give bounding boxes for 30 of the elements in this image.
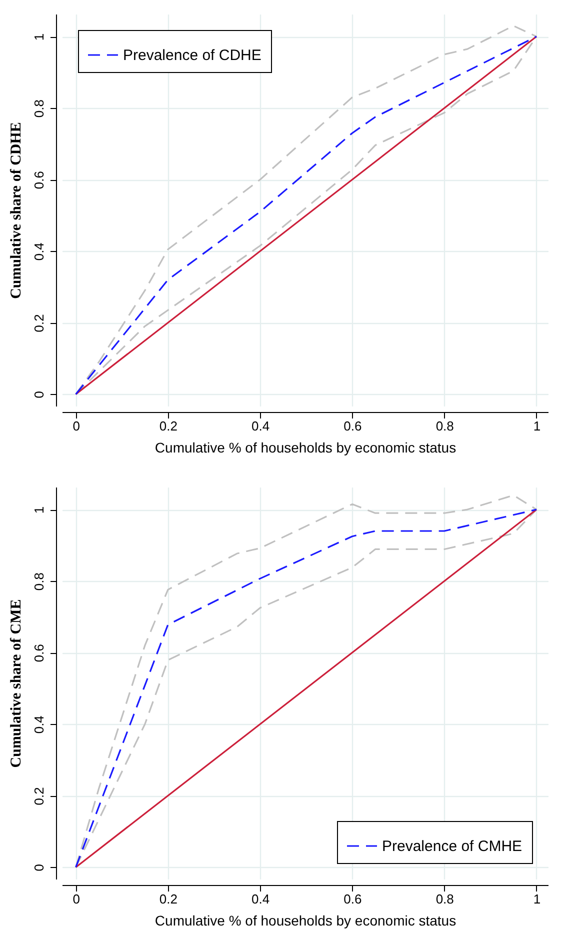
- y-tick-label: 0.2: [32, 314, 46, 332]
- x-tick-label: 0.2: [159, 418, 178, 434]
- x-tick-label: 1: [533, 418, 541, 434]
- x-tick-label: 0.6: [344, 418, 362, 434]
- y-tick-label: 0.2: [32, 787, 46, 806]
- x-tick-label: 1: [533, 892, 541, 906]
- y-tick-label: 1: [32, 506, 46, 514]
- x-tick-label: 0.4: [252, 418, 270, 434]
- y-axis-title: Cumulative share of CDHE: [8, 122, 24, 299]
- x-axis-title: Cumulative % of households by economic status: [154, 440, 456, 456]
- legend-label: Prevalence of CMHE: [382, 838, 522, 855]
- x-tick-label: 0.8: [436, 892, 454, 906]
- y-tick-label: 0.4: [32, 716, 46, 734]
- legend-label: Prevalence of CDHE: [123, 47, 262, 64]
- x-tick-label: 0.6: [344, 892, 362, 906]
- x-tick-label: 0.2: [159, 892, 178, 906]
- y-axis-title: Cumulative share of CME: [8, 599, 24, 768]
- y-tick-label: 1: [32, 33, 46, 41]
- x-tick-label: 0.8: [436, 418, 454, 434]
- y-tick-label: 0.8: [32, 572, 46, 591]
- y-tick-label: 0.8: [32, 100, 46, 118]
- y-tick-label: 0.6: [32, 171, 46, 190]
- y-tick-label: 0: [32, 391, 46, 398]
- y-tick-label: 0.6: [32, 644, 46, 662]
- y-tick-label: 0.4: [32, 242, 46, 261]
- x-tick-label: 0: [72, 892, 80, 906]
- y-tick-label: 0: [32, 864, 46, 872]
- x-axis-title: Cumulative % of households by economic status: [154, 912, 456, 928]
- x-tick-label: 0.4: [252, 892, 270, 906]
- x-tick-label: 0: [72, 418, 80, 434]
